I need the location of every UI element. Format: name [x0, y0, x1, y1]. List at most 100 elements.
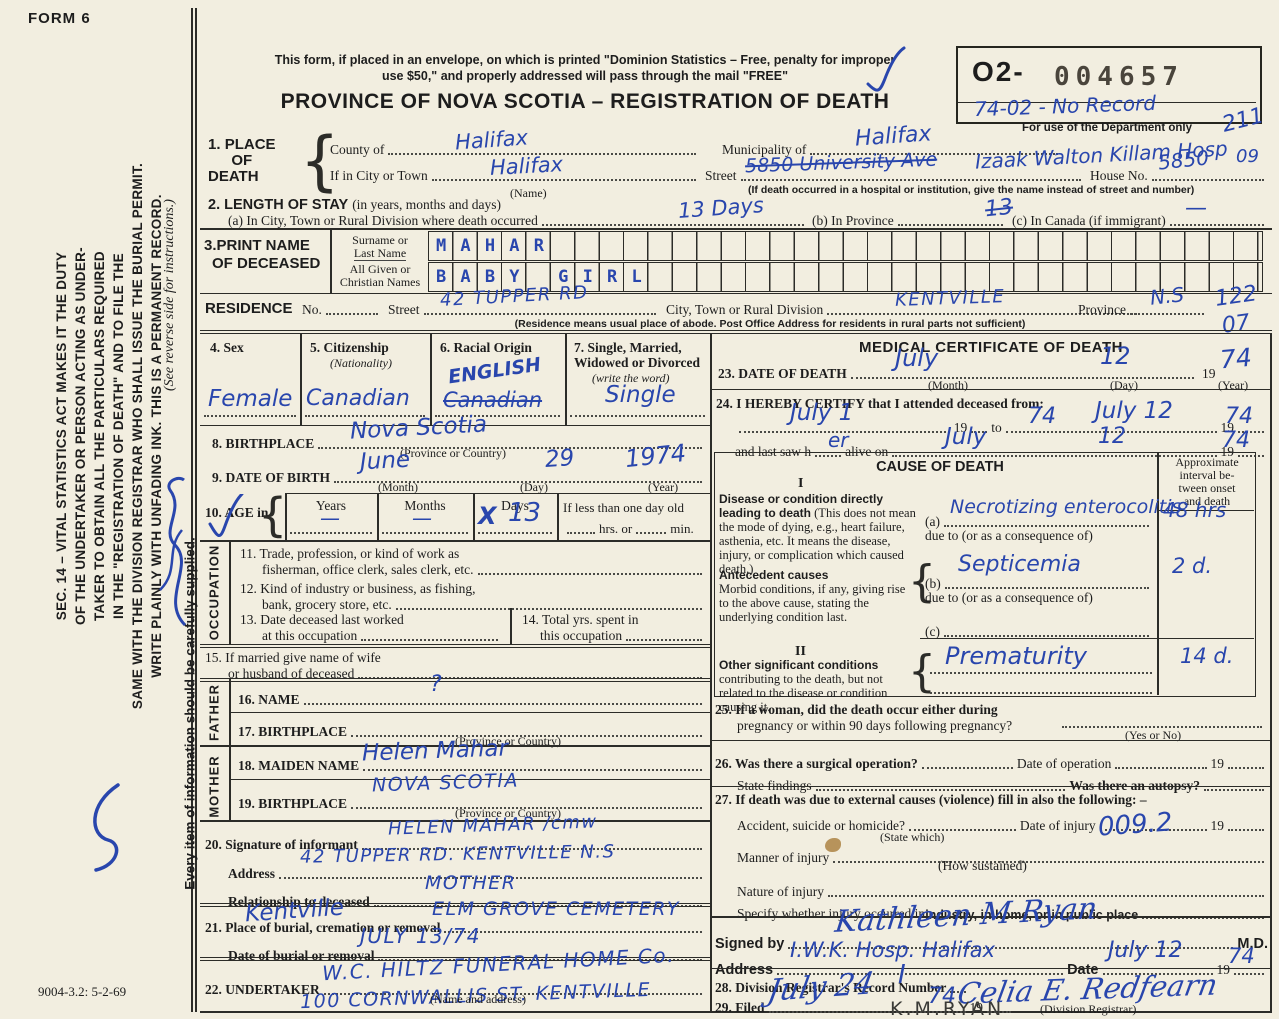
city-town-label: If in City or Town — [330, 168, 428, 183]
dept-prefix: O2- — [972, 56, 1025, 87]
municipality-value: Halifax — [854, 121, 933, 152]
s29-label: 29. Filed — [715, 1000, 765, 1015]
s6-label: 6. Racial Origin — [440, 340, 532, 355]
cause-b-value: Septicemia — [958, 552, 1081, 577]
cause-p1: Disease or condition directly leading to… — [719, 492, 916, 576]
s3-heading: 3.PRINT NAME OF DECEASED — [204, 237, 321, 272]
mail-note: This form, if placed in an envelope, on … — [274, 53, 896, 83]
s8-label: 8. BIRTHPLACE — [212, 436, 315, 451]
house-no-label: House No. — [1090, 168, 1148, 183]
burial-date-label: Date of burial or removal — [228, 948, 375, 963]
father-name-value: ? — [430, 672, 442, 697]
checkmark-icon — [866, 46, 906, 92]
racial-origin-struck: Canadian — [443, 388, 543, 412]
residence-code-1: 122 — [1213, 281, 1259, 312]
margin-rule-outer — [191, 8, 193, 1012]
marital-status-value: Single — [605, 382, 676, 408]
last-saw-day: 12 — [1098, 424, 1126, 449]
age-years-value: — — [320, 506, 340, 530]
hospital-note: (If death occurred in a hospital or inst… — [748, 184, 1195, 196]
checkmark-icon — [208, 494, 244, 537]
attended-from-year: 74 — [1028, 404, 1056, 429]
s2b-label: (b) In Province — [812, 213, 894, 228]
surname-comb-grid: MAHAR — [428, 231, 1263, 261]
cause-a-interval: 48 hrs — [1163, 498, 1227, 522]
medical-title: MEDICAL CERTIFICATE OF DEATH — [859, 339, 1123, 356]
county-label: County of — [330, 142, 385, 157]
informant-signature-label: 20. Signature of informant — [205, 837, 358, 852]
municipality-label: Municipality of — [722, 142, 807, 157]
mother-maiden-value: Helen Mahar — [361, 735, 509, 767]
sec14-vertical-text: SEC. 14 – VITAL STATISTICS ACT MAKES IT … — [54, 162, 164, 710]
residence-label: RESIDENCE — [205, 300, 293, 317]
s8-note: (Province or Country) — [400, 446, 506, 460]
s28-label: 28. Division Registrar's Record Number — [715, 980, 947, 995]
margin-pen-flourish — [93, 783, 120, 872]
residence-city-value: KENTVILLE — [894, 286, 1006, 311]
residence-code-2: 07 — [1220, 310, 1252, 339]
s2-heading: 2. LENGTH OF STAY (in years, months and … — [208, 197, 502, 213]
s4-label: 4. Sex — [210, 340, 244, 355]
s5-note: (Nationality) — [330, 356, 392, 370]
informant-address-label: Address — [228, 866, 276, 881]
date-label: Date — [1067, 962, 1099, 978]
s7-note: (write the word) — [592, 371, 670, 385]
residence-city-label: City, Town or Rural Division — [666, 302, 824, 317]
informant-signature-value: HELEN MAHAR /cmw — [387, 811, 598, 840]
cause-title: CAUSE OF DEATH — [876, 459, 1004, 475]
undertaker-label: 22. UNDERTAKER — [205, 982, 320, 997]
residence-street-label: Street — [388, 302, 420, 317]
second-signature: K.M.RYAN — [890, 998, 1005, 1019]
dept-hw-note: 74-02 - No Record — [973, 90, 1157, 122]
last-saw-month: July — [945, 424, 987, 450]
s1-label: 1. PLACE OF DEATH — [208, 136, 276, 185]
s24-certify: 24. I HEREBY CERTIFY that I attended dec… — [716, 396, 1044, 411]
s10-brace: { — [258, 488, 288, 542]
certificate-date-year: 74 — [1228, 944, 1255, 968]
burial-place-value: ELM GROVE CEMETERY — [432, 898, 681, 920]
burial-date-value: JULY 13/74 — [360, 924, 481, 948]
last-saw-er: er — [828, 428, 849, 452]
father-vertical-label: FATHER — [206, 683, 222, 742]
filed-year-hw: 74 — [928, 984, 956, 1009]
dob-day: 29 — [544, 445, 576, 473]
s10-label: 10. AGE in — [205, 505, 269, 520]
street-label: Street — [705, 168, 737, 183]
age-months-value: — — [412, 506, 432, 530]
interval-header: Approximate interval be- tween onset and… — [1175, 455, 1239, 508]
margin-signature-scribble — [159, 476, 187, 627]
s2a-label: (a) In City, Town or Rural Division wher… — [228, 213, 538, 228]
cause-part-2: II — [795, 644, 806, 659]
md-label: M.D. — [1237, 936, 1268, 952]
death-day: 12 — [1100, 342, 1131, 370]
father-name-label: 16. NAME — [238, 692, 300, 707]
mother-maiden-label: 18. MAIDEN NAME — [238, 758, 360, 773]
last-saw-year: 74 — [1222, 428, 1250, 453]
death-month: July — [895, 344, 939, 372]
cause-of-death-box — [714, 452, 1256, 697]
s9-label: 9. DATE OF BIRTH — [212, 470, 331, 485]
dob-year: 1974 — [623, 438, 688, 474]
age-days-struck: X — [478, 502, 497, 530]
ink-stain — [825, 838, 841, 852]
age-days-value: 13 — [508, 498, 542, 528]
s2c-value: — — [1185, 196, 1207, 221]
dept-box-caption: For use of the Department only — [1022, 122, 1192, 134]
print-code: 9004-3.2: 5-2-69 — [38, 984, 127, 999]
residence-no-label: No. — [302, 302, 322, 317]
s1-brace: { — [300, 122, 340, 199]
physician-address-label: Address — [715, 962, 774, 978]
given-names-label: All Given or Christian Names — [339, 262, 421, 289]
surname-value: MAHAR — [436, 236, 559, 256]
mother-vertical-label: MOTHER — [206, 755, 222, 818]
racial-origin-value: ENGLISH — [446, 353, 543, 389]
cause-p2: Antecedent causes Morbid conditions, if … — [719, 568, 906, 624]
mother-birthplace-value: NOVA SCOTIA — [371, 769, 520, 797]
see-reverse-note: (See reverse side for instructions.) — [162, 199, 177, 391]
dob-month: June — [359, 446, 411, 476]
informant-address-value: 42 TUPPER RD. KENTVILLE N.S — [299, 841, 616, 868]
s7-label: 7. Single, Married, Widowed or Divorced — [574, 340, 701, 370]
attended-from: July 1 — [790, 400, 854, 426]
death-year: 74 — [1218, 342, 1254, 375]
